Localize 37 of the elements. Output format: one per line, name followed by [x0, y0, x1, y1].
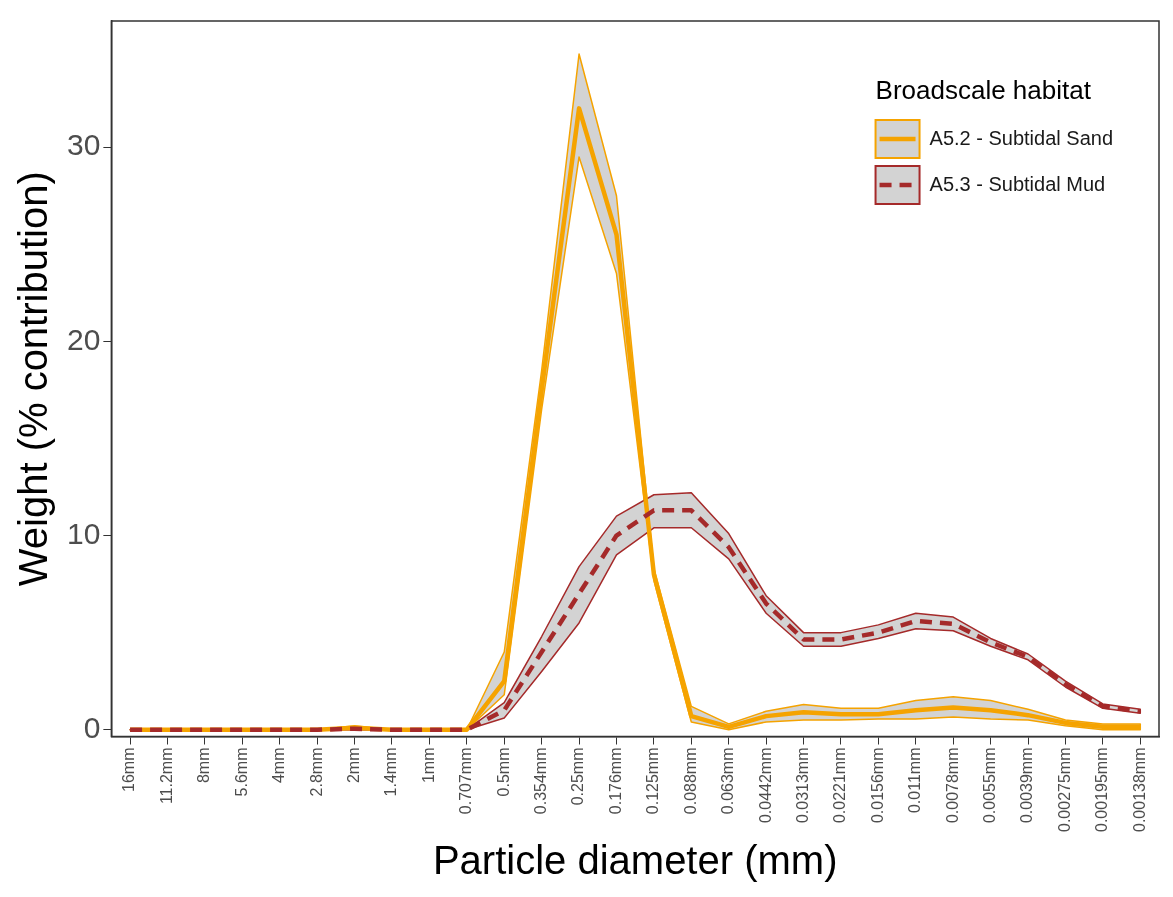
x-tick-label: 0.354mm	[532, 747, 550, 815]
x-tick-label: 0.0078mm	[943, 747, 961, 824]
x-tick-label: 2mm	[344, 747, 362, 784]
x-tick-label: 0.00138mm	[1130, 747, 1148, 833]
x-tick-label: 0.0442mm	[756, 747, 774, 824]
x-tick-label: 0.088mm	[681, 747, 699, 815]
x-axis-title: Particle diameter (mm)	[432, 838, 838, 883]
x-tick-label: 0.5mm	[494, 747, 512, 797]
y-tick-label: 30	[66, 128, 101, 162]
x-tick-label: 0.0156mm	[868, 747, 886, 824]
x-tick-label: 0.176mm	[606, 747, 624, 815]
x-tick-label: 0.125mm	[644, 747, 662, 815]
x-tick-label: 0.0039mm	[1018, 747, 1036, 824]
legend-title: Broadscale habitat	[875, 75, 1092, 106]
x-tick-label: 0.0055mm	[981, 747, 999, 824]
x-tick-label: 5.6mm	[232, 747, 250, 797]
x-tick-label: 11.2mm	[157, 747, 175, 805]
x-tick-label: 1.4mm	[382, 747, 400, 797]
x-tick-label: 4mm	[270, 747, 288, 784]
legend-label: A5.2 - Subtidal Sand	[929, 126, 1114, 149]
x-tick-label: 0.011mm	[906, 747, 924, 814]
y-tick-label: 20	[66, 322, 101, 356]
x-tick-label: 0.0221mm	[831, 747, 849, 824]
y-tick-label: 10	[66, 516, 101, 550]
x-tick-label: 0.00275mm	[1055, 747, 1073, 833]
x-tick-label: 0.00195mm	[1093, 747, 1111, 833]
x-tick-label: 8mm	[195, 747, 213, 784]
y-tick-label: 0	[83, 710, 101, 744]
x-tick-label: 0.25mm	[569, 747, 587, 806]
legend-label: A5.3 - Subtidal Mud	[929, 172, 1106, 195]
x-tick-label: 1mm	[419, 747, 437, 784]
x-tick-label: 16mm	[120, 747, 138, 792]
x-tick-label: 0.0313mm	[793, 747, 811, 824]
y-axis-title: Weight (% contribution)	[11, 171, 56, 587]
x-tick-label: 2.8mm	[307, 747, 325, 797]
x-tick-label: 0.707mm	[457, 747, 475, 815]
x-tick-label: 0.063mm	[719, 747, 737, 815]
